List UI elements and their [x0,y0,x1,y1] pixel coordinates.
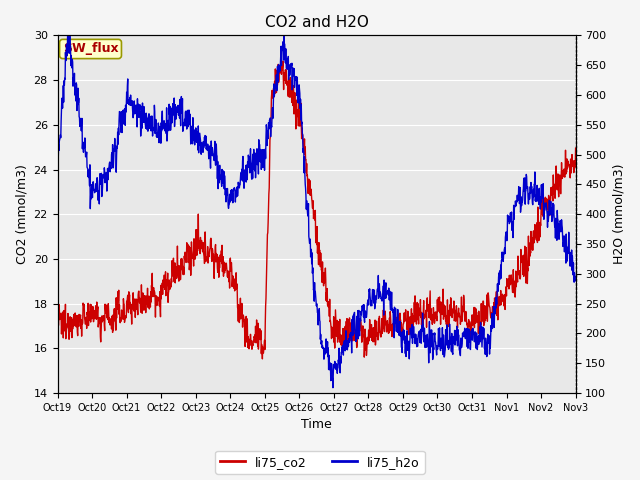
Y-axis label: CO2 (mmol/m3): CO2 (mmol/m3) [15,164,28,264]
Line: li75_co2: li75_co2 [58,61,575,359]
li75_co2 [572,145,579,151]
li75_h2o [572,274,579,280]
li75_co2 [156,304,164,310]
Line: li75_h2o: li75_h2o [58,36,575,388]
Text: SW_flux: SW_flux [63,43,118,56]
li75_co2 [279,58,287,64]
li75_h2o [511,204,518,210]
li75_h2o [227,187,235,193]
li75_co2 [259,356,266,362]
li75_co2 [511,278,518,284]
Y-axis label: H2O (mmol/m3): H2O (mmol/m3) [612,164,625,264]
Legend: li75_co2, li75_h2o: li75_co2, li75_h2o [215,451,425,474]
X-axis label: Time: Time [301,419,332,432]
li75_co2 [465,319,473,325]
li75_h2o [64,33,72,38]
li75_co2 [54,325,61,331]
Title: CO2 and H2O: CO2 and H2O [264,15,369,30]
li75_co2 [169,273,177,279]
li75_co2 [397,320,405,326]
li75_h2o [54,164,61,169]
li75_h2o [397,344,405,350]
li75_h2o [465,326,473,332]
li75_h2o [157,128,164,133]
li75_h2o [329,385,337,391]
li75_co2 [227,262,234,268]
li75_h2o [169,112,177,118]
